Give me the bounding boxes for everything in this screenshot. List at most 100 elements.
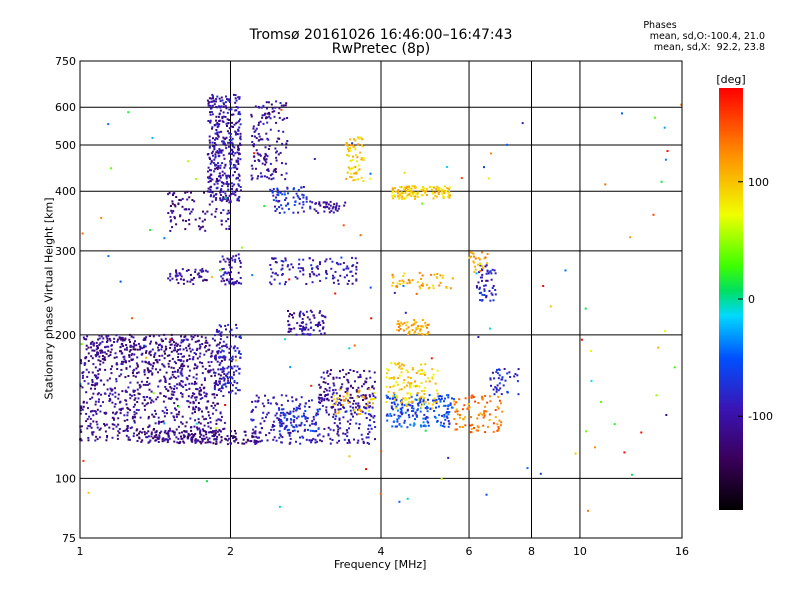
echo-point	[499, 424, 502, 427]
echo-point	[456, 413, 459, 416]
echo-point	[370, 317, 373, 320]
echo-point	[427, 377, 430, 380]
echo-point	[125, 361, 127, 364]
echo-point	[325, 201, 328, 204]
echo-point	[400, 371, 403, 374]
echo-point	[262, 122, 265, 125]
echo-point	[221, 120, 224, 123]
echo-point	[664, 158, 667, 161]
echo-point	[143, 369, 146, 372]
echo-point	[389, 386, 392, 389]
echo-point	[124, 399, 127, 402]
echo-point	[204, 430, 207, 433]
echo-point	[332, 391, 335, 394]
phase-heading: Phases	[643, 20, 677, 31]
echo-point	[225, 328, 227, 331]
echo-point	[124, 337, 127, 340]
echo-point	[180, 278, 182, 281]
echo-point	[149, 363, 152, 366]
echo-point	[407, 371, 409, 374]
echo-point	[148, 388, 151, 391]
echo-point	[286, 265, 289, 268]
phase-statistics: Phases mean, sd,O:-100.4, 21.0 mean, sd,…	[585, 20, 785, 53]
echo-point	[225, 227, 228, 230]
echo-point	[111, 388, 114, 391]
echo-point	[220, 436, 223, 439]
echo-point	[290, 424, 293, 427]
echo-point	[126, 427, 129, 430]
echo-point	[89, 398, 92, 400]
echo-point	[148, 440, 151, 443]
echo-point	[103, 423, 106, 425]
echo-point	[142, 427, 144, 430]
echo-point	[461, 426, 464, 428]
echo-point	[215, 129, 218, 131]
echo-point	[447, 394, 450, 397]
echo-point	[477, 336, 480, 338]
echo-point	[186, 198, 189, 201]
echo-point	[467, 406, 470, 409]
echo-point	[439, 274, 442, 277]
echo-point	[237, 163, 240, 165]
echo-point	[163, 439, 166, 442]
echo-point	[103, 392, 106, 395]
echo-point	[467, 403, 470, 406]
echo-point	[358, 423, 361, 426]
echo-point	[203, 191, 205, 194]
echo-point	[100, 216, 103, 219]
echo-point	[194, 438, 197, 441]
echo-point	[278, 505, 281, 508]
echo-point	[235, 122, 238, 125]
echo-point	[209, 417, 212, 419]
echo-point	[218, 418, 221, 421]
echo-cluster	[468, 251, 489, 273]
echo-point	[323, 332, 326, 335]
echo-cluster	[89, 333, 180, 364]
echo-point	[494, 416, 497, 419]
echo-point	[314, 441, 317, 444]
echo-point	[267, 101, 270, 104]
echo-point	[419, 287, 422, 290]
echo-point	[307, 333, 310, 336]
echo-point	[225, 95, 227, 98]
echo-point	[173, 431, 175, 434]
echo-point	[208, 190, 211, 193]
echo-point	[234, 432, 237, 435]
echo-point	[338, 417, 341, 420]
echo-point	[542, 285, 545, 287]
echo-point	[222, 376, 225, 379]
echo-point	[216, 131, 219, 134]
echo-point	[129, 393, 132, 396]
echo-point	[379, 492, 382, 495]
echo-point	[236, 133, 239, 136]
echo-point	[207, 177, 210, 180]
echo-point	[151, 348, 154, 351]
echo-point	[169, 343, 172, 346]
echo-point	[223, 172, 226, 175]
echo-point	[251, 410, 254, 413]
echo-point	[226, 346, 229, 349]
echo-point	[305, 196, 308, 199]
echo-point	[286, 411, 289, 414]
echo-point	[364, 412, 367, 415]
echo-point	[96, 438, 99, 441]
echo-point	[144, 408, 146, 411]
echo-point	[367, 413, 370, 416]
echo-point	[239, 353, 242, 355]
echo-point	[272, 420, 275, 423]
echo-point	[232, 126, 234, 128]
echo-point	[334, 292, 337, 295]
echo-point	[220, 149, 223, 152]
echo-point	[275, 412, 278, 415]
echo-point	[424, 425, 427, 428]
echo-point	[219, 355, 222, 358]
echo-point	[273, 436, 276, 439]
echo-point	[385, 394, 388, 397]
echo-point	[409, 383, 412, 386]
echo-point	[502, 384, 505, 387]
echo-point	[393, 413, 396, 416]
echo-point	[360, 409, 363, 412]
echo-point	[334, 401, 337, 404]
echo-point	[360, 157, 363, 160]
echo-point	[211, 435, 214, 437]
